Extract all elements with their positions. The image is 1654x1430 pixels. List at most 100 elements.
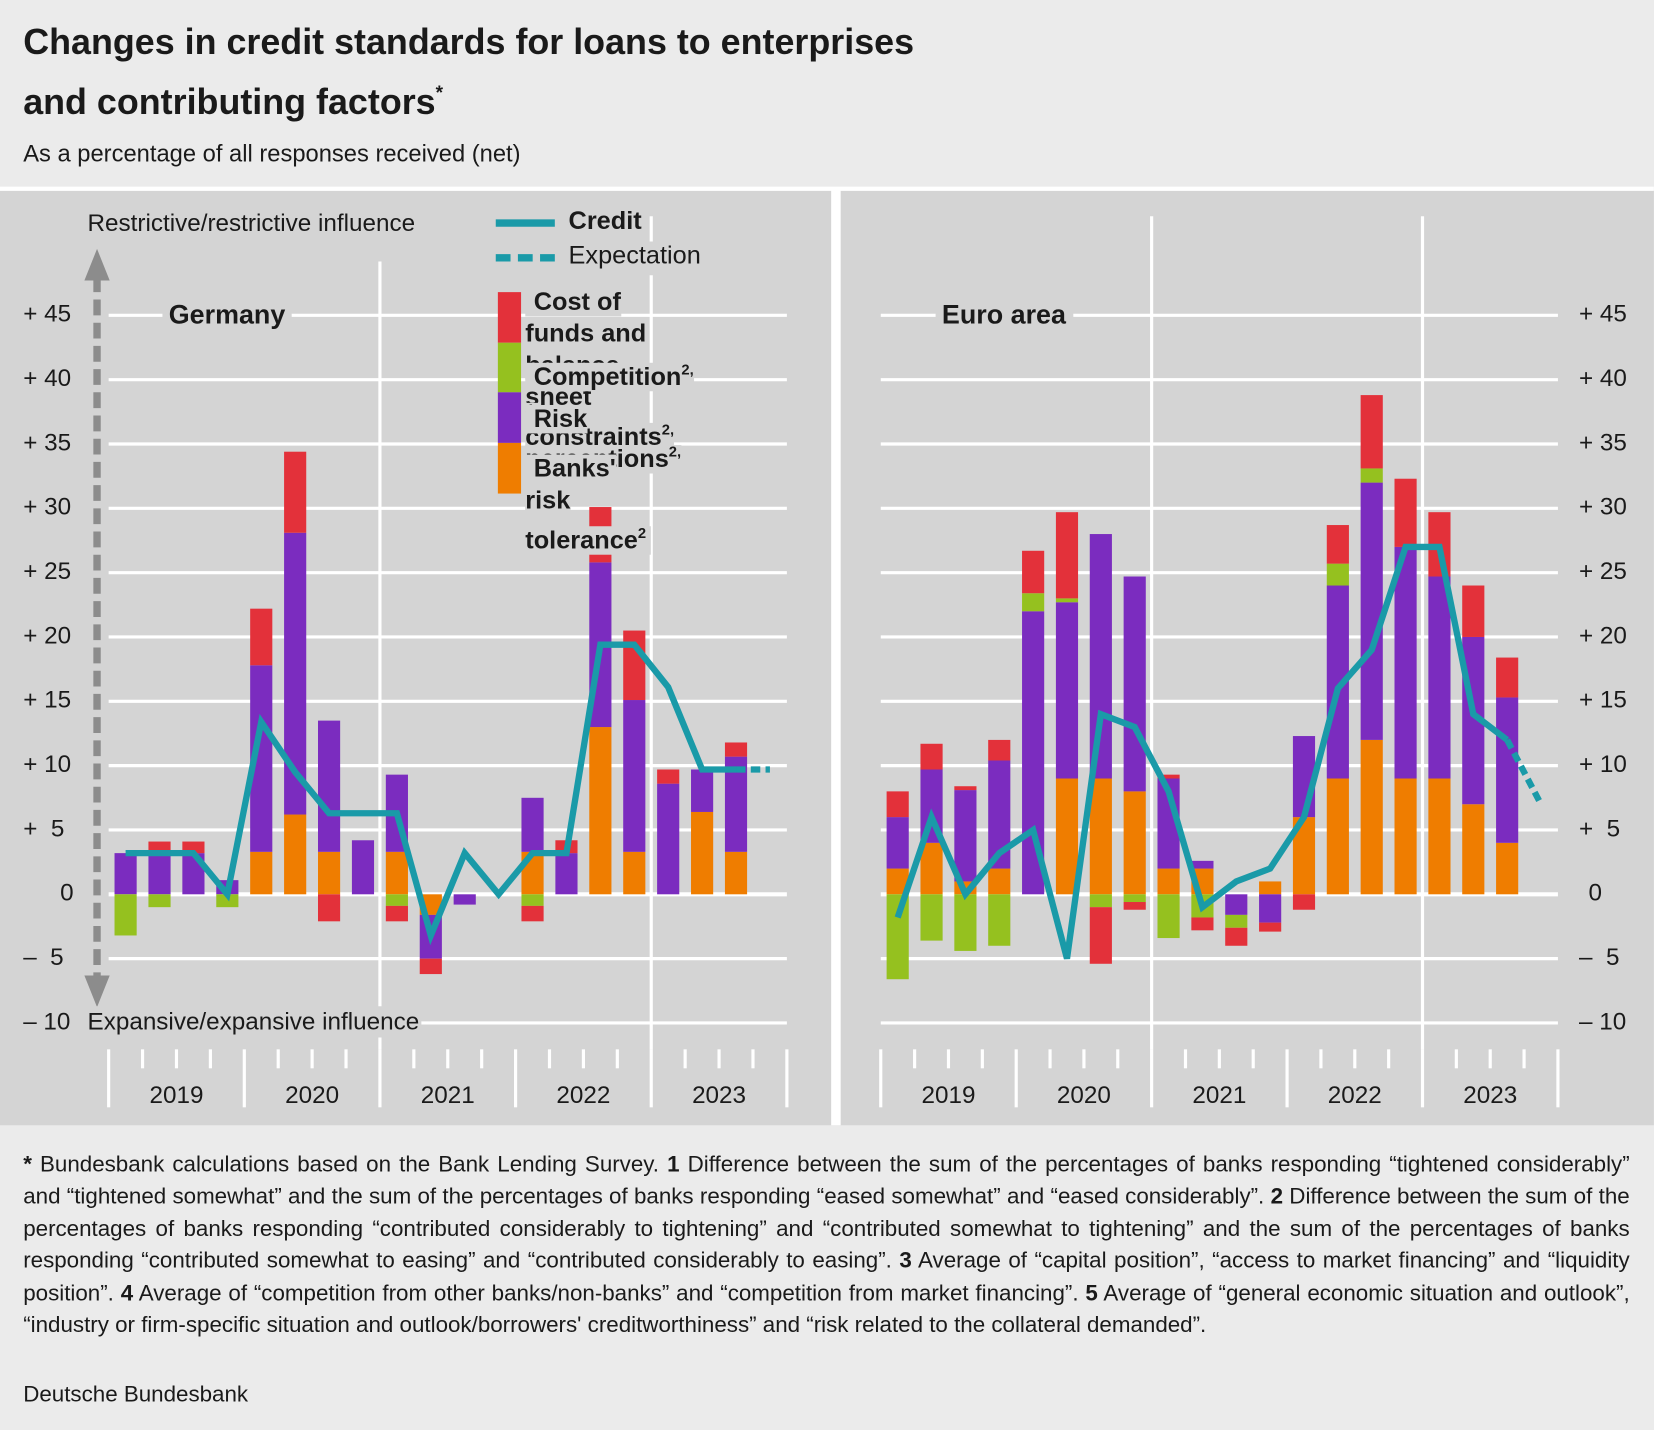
title-line: Changes in credit standards for loans to… (23, 22, 915, 63)
bar-segment (1123, 902, 1146, 910)
bar-segment (1326, 525, 1349, 564)
bar-segment (114, 894, 137, 936)
bar-segment (385, 851, 408, 895)
bar-segment (250, 851, 273, 895)
y-tick-label: – 5 (1579, 944, 1619, 971)
bar-segment (148, 841, 171, 854)
bar-segment (724, 756, 748, 852)
y-tick-label: + 5 (1579, 815, 1620, 842)
footnote-text: Bundesbank calculations based on the Ban… (39, 1152, 660, 1177)
bar-segment (1022, 550, 1045, 594)
bar-segment (1462, 804, 1485, 895)
legend-swatch (497, 392, 522, 443)
bar-segment (691, 769, 714, 812)
y-tick-label: + 30 (1579, 494, 1627, 521)
legend-label: Banks' risk tolerance2 (525, 454, 651, 555)
bar-segment (1157, 894, 1180, 939)
y-tick-label: – 10 (23, 1008, 70, 1035)
bar-segment (886, 817, 909, 869)
credit-standards-line (125, 641, 737, 946)
bar-segment (920, 894, 943, 941)
bar-segment (182, 841, 205, 854)
footnote-marker: 2 (1270, 1184, 1284, 1209)
panel-border (0, 186, 1654, 191)
bar-segment (1259, 922, 1282, 932)
source: Deutsche Bundesbank (23, 1382, 249, 1407)
y-tick-label: – 10 (1579, 1008, 1626, 1035)
x-tick-label: 2023 (692, 1082, 746, 1109)
y-tick-label: + 20 (1579, 622, 1627, 649)
footnote-text: Difference between the sum of the percen… (23, 1184, 1630, 1274)
x-tick-label: 2022 (1328, 1082, 1382, 1109)
annotation: Expansive/expansive influence (88, 1008, 420, 1035)
bar-segment (886, 868, 909, 895)
bar-segment (1326, 585, 1349, 779)
bar-segment (988, 894, 1011, 946)
bar-segment (623, 630, 646, 701)
bar-segment (954, 790, 977, 882)
annotation: Restrictive/restrictive influence (88, 210, 416, 237)
bar-segment (724, 851, 748, 895)
bar-segment (1394, 478, 1417, 547)
bar-segment (317, 894, 341, 922)
bar-segment (385, 905, 408, 922)
bar-segment (1394, 778, 1417, 895)
bar-segment (1089, 894, 1112, 908)
subtitle: As a percentage of all responses receive… (23, 140, 521, 167)
y-tick-label: + 45 (23, 301, 71, 328)
bar-segment (1326, 563, 1349, 586)
y-tick-label: + 40 (23, 365, 71, 392)
y-tick-label: – 5 (23, 944, 63, 971)
bar-segment (1496, 842, 1519, 895)
footnote-marker: 5 (1085, 1280, 1098, 1306)
y-tick-label: 0 (60, 880, 74, 907)
legend-label: Expectation (560, 241, 706, 270)
bar-segment (1360, 739, 1383, 895)
bar-segment (317, 851, 341, 895)
bar-segment (1055, 598, 1079, 603)
y-tick-label: + 25 (1579, 558, 1627, 585)
legend-item: Expectation (560, 240, 706, 272)
panel-divider (831, 189, 841, 1126)
bar-segment (1022, 611, 1045, 895)
bar-segment (1259, 881, 1282, 895)
bar-segment (691, 811, 714, 895)
bar-segment (453, 894, 476, 905)
bar-segment (1462, 585, 1485, 637)
footnote-marker: * (23, 1152, 32, 1177)
x-tick-label: 2020 (1057, 1082, 1111, 1109)
y-tick-label: + 10 (23, 751, 71, 778)
footnote-text: Average of “capital position”, “access t… (23, 1248, 1630, 1306)
bar-segment (1259, 894, 1282, 923)
arrow-head (84, 975, 110, 1008)
footnote-marker: 4 (120, 1280, 134, 1306)
bar-segment (216, 894, 239, 908)
bar-segment (1428, 576, 1451, 779)
annotation-group: Expansive/expansive influence (85, 1006, 422, 1038)
bar-segment (988, 760, 1011, 869)
bar-segment (623, 700, 646, 852)
legend-swatch (495, 219, 555, 227)
x-tick-label: 2022 (556, 1082, 610, 1109)
bar-segment (920, 743, 943, 770)
bar-segment (657, 783, 680, 895)
legend-note: 2 (637, 524, 647, 542)
title-text: and contributing factors (23, 82, 436, 123)
x-tick-label: 2019 (921, 1082, 975, 1109)
bar-segment (623, 851, 646, 895)
bar-segment (988, 739, 1011, 761)
bar-segment (521, 905, 544, 922)
footnote-marker: 1 (667, 1152, 680, 1177)
bar-segment (1157, 868, 1180, 895)
panel-title-group: Germany (162, 297, 292, 332)
bar-segment (1055, 778, 1079, 895)
bar-segment (284, 532, 307, 815)
bar-segment (988, 868, 1011, 895)
bar-segment (1360, 468, 1383, 483)
y-tick-label: + 20 (23, 622, 71, 649)
bar-segment (284, 814, 307, 895)
bar-segment (954, 894, 977, 951)
bar-segment (1394, 546, 1417, 779)
footnote: 4 Average of “competition from other ban… (121, 1281, 1079, 1305)
legend-swatch (495, 254, 555, 262)
